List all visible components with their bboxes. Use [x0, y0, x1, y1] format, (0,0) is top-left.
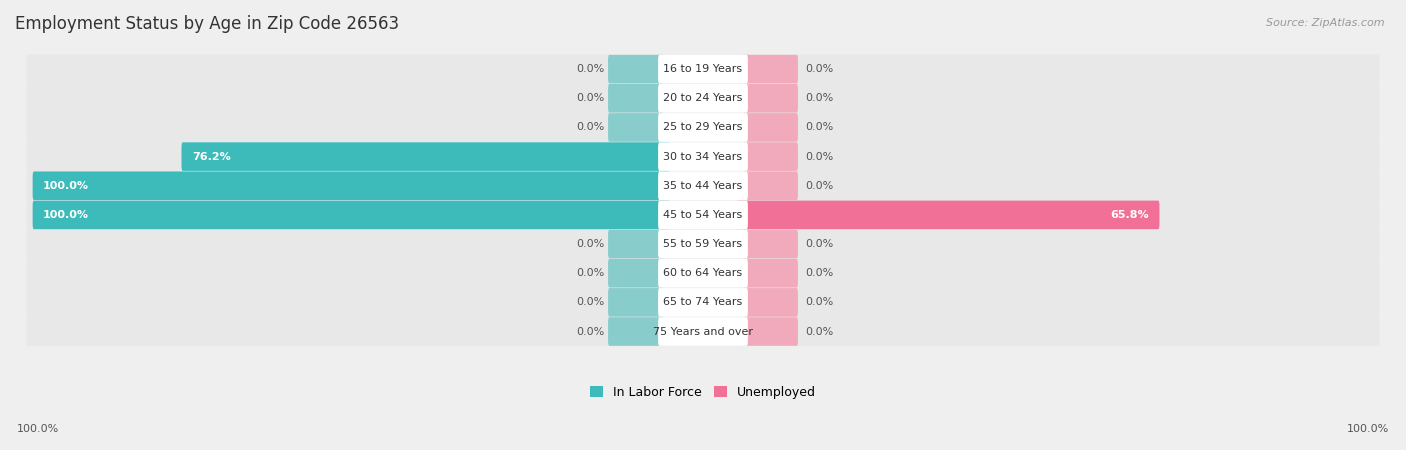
FancyBboxPatch shape: [658, 171, 748, 200]
FancyBboxPatch shape: [607, 288, 664, 317]
Text: 0.0%: 0.0%: [576, 297, 605, 307]
FancyBboxPatch shape: [742, 317, 799, 346]
Text: 20 to 24 Years: 20 to 24 Years: [664, 93, 742, 104]
FancyBboxPatch shape: [742, 259, 799, 288]
Text: 0.0%: 0.0%: [806, 152, 834, 162]
Legend: In Labor Force, Unemployed: In Labor Force, Unemployed: [591, 386, 815, 399]
FancyBboxPatch shape: [607, 55, 664, 83]
FancyBboxPatch shape: [658, 259, 748, 288]
Text: 0.0%: 0.0%: [576, 327, 605, 337]
FancyBboxPatch shape: [27, 288, 1379, 317]
Text: 76.2%: 76.2%: [193, 152, 231, 162]
FancyBboxPatch shape: [27, 113, 1379, 142]
Text: Employment Status by Age in Zip Code 26563: Employment Status by Age in Zip Code 265…: [15, 15, 399, 33]
Text: 100.0%: 100.0%: [17, 424, 59, 434]
FancyBboxPatch shape: [658, 201, 748, 229]
FancyBboxPatch shape: [742, 171, 799, 200]
FancyBboxPatch shape: [27, 142, 1379, 171]
FancyBboxPatch shape: [27, 200, 1379, 230]
Text: 65 to 74 Years: 65 to 74 Years: [664, 297, 742, 307]
FancyBboxPatch shape: [658, 142, 748, 171]
FancyBboxPatch shape: [32, 171, 669, 200]
Text: 100.0%: 100.0%: [44, 181, 89, 191]
FancyBboxPatch shape: [607, 230, 664, 258]
FancyBboxPatch shape: [27, 171, 1379, 200]
FancyBboxPatch shape: [658, 317, 748, 346]
FancyBboxPatch shape: [658, 55, 748, 83]
Text: 0.0%: 0.0%: [576, 239, 605, 249]
FancyBboxPatch shape: [742, 288, 799, 317]
Text: 55 to 59 Years: 55 to 59 Years: [664, 239, 742, 249]
FancyBboxPatch shape: [32, 201, 669, 229]
FancyBboxPatch shape: [742, 55, 799, 83]
Text: 0.0%: 0.0%: [576, 268, 605, 278]
FancyBboxPatch shape: [658, 230, 748, 258]
FancyBboxPatch shape: [658, 288, 748, 317]
Text: 0.0%: 0.0%: [806, 327, 834, 337]
Text: 16 to 19 Years: 16 to 19 Years: [664, 64, 742, 74]
FancyBboxPatch shape: [742, 230, 799, 258]
FancyBboxPatch shape: [607, 84, 664, 112]
Text: 100.0%: 100.0%: [44, 210, 89, 220]
Text: 0.0%: 0.0%: [806, 297, 834, 307]
Text: 0.0%: 0.0%: [576, 122, 605, 132]
FancyBboxPatch shape: [27, 317, 1379, 346]
FancyBboxPatch shape: [742, 142, 799, 171]
FancyBboxPatch shape: [607, 317, 664, 346]
Text: 0.0%: 0.0%: [576, 64, 605, 74]
Text: 0.0%: 0.0%: [806, 93, 834, 104]
Text: Source: ZipAtlas.com: Source: ZipAtlas.com: [1267, 18, 1385, 28]
Text: 0.0%: 0.0%: [806, 64, 834, 74]
FancyBboxPatch shape: [27, 259, 1379, 288]
Text: 0.0%: 0.0%: [806, 239, 834, 249]
Text: 65.8%: 65.8%: [1111, 210, 1149, 220]
Text: 0.0%: 0.0%: [806, 122, 834, 132]
FancyBboxPatch shape: [181, 142, 669, 171]
FancyBboxPatch shape: [27, 84, 1379, 113]
Text: 100.0%: 100.0%: [1347, 424, 1389, 434]
Text: 30 to 34 Years: 30 to 34 Years: [664, 152, 742, 162]
FancyBboxPatch shape: [27, 54, 1379, 84]
FancyBboxPatch shape: [658, 84, 748, 112]
Text: 35 to 44 Years: 35 to 44 Years: [664, 181, 742, 191]
Text: 75 Years and over: 75 Years and over: [652, 327, 754, 337]
FancyBboxPatch shape: [607, 259, 664, 288]
FancyBboxPatch shape: [658, 113, 748, 142]
FancyBboxPatch shape: [742, 84, 799, 112]
Text: 60 to 64 Years: 60 to 64 Years: [664, 268, 742, 278]
Text: 0.0%: 0.0%: [576, 93, 605, 104]
Text: 0.0%: 0.0%: [806, 268, 834, 278]
Text: 45 to 54 Years: 45 to 54 Years: [664, 210, 742, 220]
Text: 0.0%: 0.0%: [806, 181, 834, 191]
FancyBboxPatch shape: [607, 113, 664, 142]
Text: 25 to 29 Years: 25 to 29 Years: [664, 122, 742, 132]
FancyBboxPatch shape: [737, 201, 1160, 229]
FancyBboxPatch shape: [27, 230, 1379, 259]
FancyBboxPatch shape: [742, 113, 799, 142]
